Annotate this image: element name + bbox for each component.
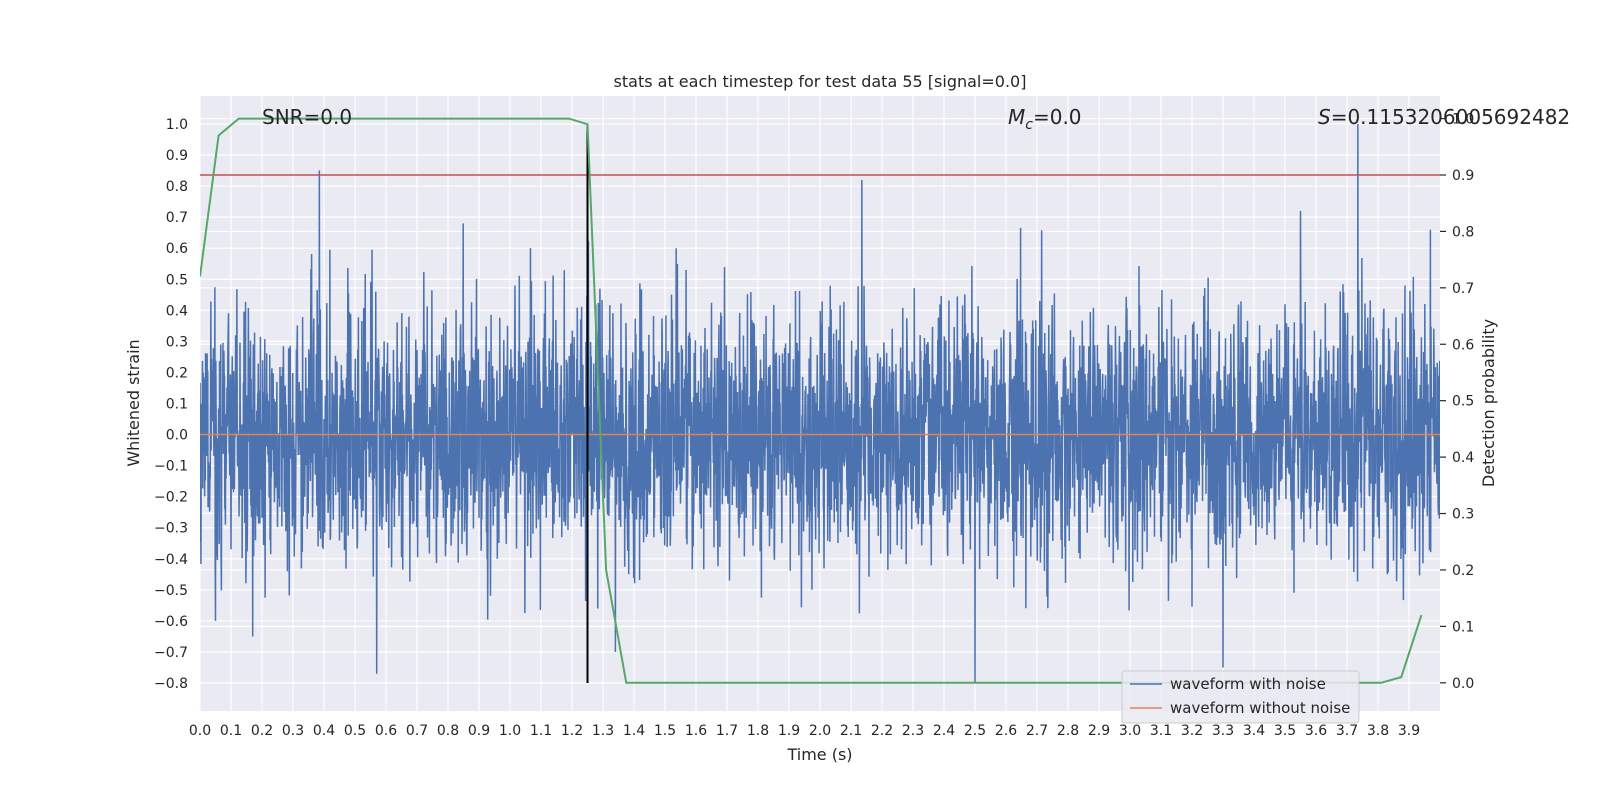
x-tick-label: 3.9 bbox=[1398, 723, 1420, 739]
annotation-s-symbol: S bbox=[1318, 105, 1331, 129]
annotation-s: S=0.1153206005692482 bbox=[1318, 105, 1570, 129]
x-tick-label: 1.3 bbox=[592, 723, 614, 739]
y-tick-label: 0.8 bbox=[166, 179, 188, 195]
chart-title: stats at each timestep for test data 55 … bbox=[614, 72, 1027, 91]
x-tick-label: 1.5 bbox=[654, 723, 676, 739]
x-tick-label: 0.2 bbox=[251, 723, 273, 739]
y2-tick-label: 0.5 bbox=[1452, 394, 1474, 410]
x-tick-label: 1.2 bbox=[561, 723, 583, 739]
x-tick-label: 2.8 bbox=[1057, 723, 1079, 739]
y-tick-label: 0.0 bbox=[166, 428, 188, 444]
x-tick-label: 2.9 bbox=[1088, 723, 1110, 739]
x-tick-label: 1.4 bbox=[623, 723, 645, 739]
y-tick-label: 0.1 bbox=[166, 397, 188, 413]
y2-tick-label: 0.3 bbox=[1452, 507, 1474, 523]
x-tick-label: 1.9 bbox=[778, 723, 800, 739]
x-tick-label: 3.6 bbox=[1305, 723, 1327, 739]
x-tick-label: 1.6 bbox=[685, 723, 707, 739]
y-tick-label: 0.7 bbox=[166, 210, 188, 226]
series-waveform-with-noise bbox=[200, 123, 1440, 684]
x-axis-ticks: 0.0 0.1 0.2 0.3 0.4 0.5 0.6 0.7 0.8 0.9 1.0 1.1 1.2 1… bbox=[189, 723, 1420, 739]
x-tick-label: 2.0 bbox=[809, 723, 831, 739]
x-tick-label: 3.3 bbox=[1212, 723, 1234, 739]
y-tick-label: −0.5 bbox=[154, 583, 188, 599]
y-axis-ticks: −0.8 −0.7 −0.6 −0.5 −0.4 −0.3 −0.2 −0.1 0.0 0.1 0.… bbox=[154, 117, 188, 692]
x-tick-label: 3.5 bbox=[1274, 723, 1296, 739]
x-tick-label: 3.8 bbox=[1367, 723, 1389, 739]
x-tick-label: 2.3 bbox=[902, 723, 924, 739]
x-tick-label: 0.7 bbox=[406, 723, 428, 739]
y2-tick-label: 0.9 bbox=[1452, 168, 1474, 184]
x-tick-label: 3.4 bbox=[1243, 723, 1265, 739]
y-tick-label: −0.2 bbox=[154, 490, 188, 506]
legend: waveform with noise waveform without noi… bbox=[1121, 670, 1360, 724]
x-tick-label: 3.2 bbox=[1181, 723, 1203, 739]
y2-tick-label: 0.7 bbox=[1452, 281, 1474, 297]
y2-tick-label: 0.8 bbox=[1452, 224, 1474, 240]
annotation-mc-value: =0.0 bbox=[1033, 105, 1082, 129]
x-axis-label: Time (s) bbox=[786, 745, 852, 764]
x-tick-label: 1.7 bbox=[716, 723, 738, 739]
x-tick-label: 2.4 bbox=[933, 723, 955, 739]
y-axis-label: Whitened strain bbox=[124, 339, 143, 466]
y-tick-label: 0.2 bbox=[166, 365, 188, 381]
x-tick-label: 2.2 bbox=[871, 723, 893, 739]
y-tick-label: 0.6 bbox=[166, 241, 188, 257]
y-tick-label: 0.9 bbox=[166, 148, 188, 164]
x-tick-label: 2.7 bbox=[1026, 723, 1048, 739]
annotation-s-value: =0.1153206005692482 bbox=[1331, 105, 1570, 129]
x-tick-label: 0.0 bbox=[189, 723, 211, 739]
legend-box bbox=[1121, 670, 1360, 724]
x-tick-label: 0.4 bbox=[313, 723, 335, 739]
x-tick-label: 3.1 bbox=[1150, 723, 1172, 739]
x-tick-label: 1.8 bbox=[747, 723, 769, 739]
x-tick-label: 2.1 bbox=[840, 723, 862, 739]
legend-label-without-noise: waveform without noise bbox=[1170, 699, 1350, 717]
y2-tick-label: 0.2 bbox=[1452, 563, 1474, 579]
x-tick-label: 0.6 bbox=[375, 723, 397, 739]
x-tick-label: 0.9 bbox=[468, 723, 490, 739]
y-tick-label: −0.4 bbox=[154, 552, 188, 568]
y2-tick-label: 0.0 bbox=[1452, 676, 1474, 692]
y2-axis-label: Detection probability bbox=[1479, 319, 1498, 487]
annotation-mc-sub: c bbox=[1025, 117, 1033, 133]
x-tick-label: 3.7 bbox=[1336, 723, 1358, 739]
y-tick-label: −0.7 bbox=[154, 645, 188, 661]
y2-tick-label: 0.6 bbox=[1452, 337, 1474, 353]
x-tick-label: 2.5 bbox=[964, 723, 986, 739]
x-tick-label: 0.8 bbox=[437, 723, 459, 739]
annotation-snr: SNR=0.0 bbox=[262, 105, 352, 129]
y-tick-label: −0.3 bbox=[154, 521, 188, 537]
legend-label-with-noise: waveform with noise bbox=[1170, 675, 1326, 693]
y2-tick-label: 1.0 bbox=[1452, 112, 1474, 128]
y2-tick-label: 0.1 bbox=[1452, 619, 1474, 635]
y-tick-label: −0.6 bbox=[154, 614, 188, 630]
y-tick-label: 1.0 bbox=[166, 117, 188, 133]
x-tick-label: 3.0 bbox=[1119, 723, 1141, 739]
y2-tick-label: 0.4 bbox=[1452, 450, 1474, 466]
x-tick-label: 0.5 bbox=[344, 723, 366, 739]
y-tick-label: 0.5 bbox=[166, 272, 188, 288]
x-tick-label: 0.1 bbox=[220, 723, 242, 739]
y-tick-label: 0.4 bbox=[166, 303, 188, 319]
annotation-mc-symbol: M bbox=[1008, 105, 1025, 129]
annotation-mc: Mc=0.0 bbox=[1008, 105, 1082, 133]
y-tick-label: −0.8 bbox=[154, 676, 188, 692]
x-tick-label: 1.1 bbox=[530, 723, 552, 739]
y-tick-label: 0.3 bbox=[166, 334, 188, 350]
y-tick-label: −0.1 bbox=[154, 459, 188, 475]
x-tick-label: 0.3 bbox=[282, 723, 304, 739]
x-tick-label: 1.0 bbox=[499, 723, 521, 739]
x-tick-label: 2.6 bbox=[995, 723, 1017, 739]
y2-axis-ticks: 0.0 0.1 0.2 0.3 0.4 0.5 0.6 0.7 0.8 0.9 1.0 bbox=[1440, 112, 1474, 692]
